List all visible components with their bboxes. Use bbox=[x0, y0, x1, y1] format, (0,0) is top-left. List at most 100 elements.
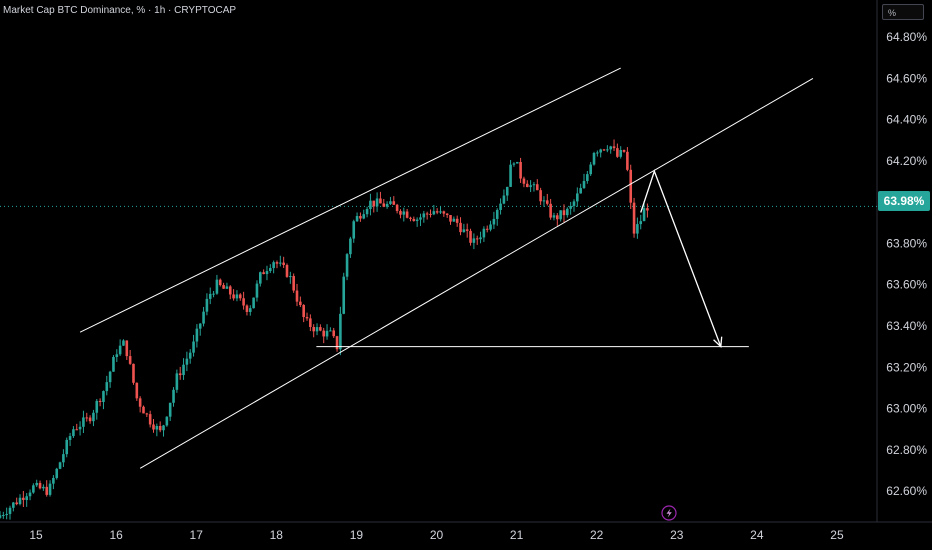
x-tick-label: 22 bbox=[590, 528, 604, 542]
candle bbox=[152, 419, 155, 433]
candle bbox=[302, 304, 305, 323]
candle bbox=[0, 511, 2, 519]
candles-group bbox=[0, 139, 649, 520]
candle bbox=[182, 358, 185, 380]
candle bbox=[509, 159, 512, 187]
candle bbox=[122, 339, 125, 346]
candle bbox=[616, 143, 619, 158]
projection-path[interactable] bbox=[640, 169, 722, 347]
candle bbox=[475, 235, 479, 245]
candle bbox=[205, 293, 209, 316]
candle bbox=[78, 421, 82, 436]
chart-title: Market Cap BTC Dominance, % · 1h · CRYPT… bbox=[3, 5, 237, 16]
candle bbox=[8, 505, 12, 520]
candle bbox=[542, 196, 546, 207]
candle bbox=[405, 208, 409, 219]
candle bbox=[178, 366, 182, 380]
candle bbox=[228, 285, 232, 300]
candle bbox=[2, 511, 5, 519]
x-tick-label: 23 bbox=[670, 528, 684, 542]
candle bbox=[559, 210, 562, 222]
candle bbox=[248, 305, 252, 316]
candle bbox=[325, 324, 329, 340]
candle bbox=[289, 271, 292, 284]
candle bbox=[639, 214, 643, 230]
candle bbox=[646, 203, 649, 218]
x-tick-label: 25 bbox=[830, 528, 844, 542]
candle bbox=[202, 306, 205, 327]
candle bbox=[519, 157, 522, 183]
price-axis[interactable]: 62.60% 62.80% 63.00% 63.20% 63.40% 63.60% 63.8… bbox=[886, 30, 927, 498]
candle bbox=[55, 467, 59, 480]
y-tick-label: 64.40% bbox=[886, 113, 927, 127]
candle bbox=[138, 396, 142, 413]
candle bbox=[108, 370, 112, 388]
candle bbox=[309, 314, 312, 332]
x-tick-label: 24 bbox=[750, 528, 764, 542]
candle bbox=[599, 148, 602, 158]
candle bbox=[162, 424, 165, 437]
candle bbox=[385, 201, 389, 209]
y-tick-label: 62.60% bbox=[886, 484, 927, 498]
candle bbox=[295, 283, 299, 307]
channel-lower-line[interactable] bbox=[139, 77, 814, 469]
time-axis[interactable]: 15 16 17 18 19 20 21 22 23 24 25 bbox=[29, 528, 844, 542]
candle bbox=[495, 208, 499, 226]
candle bbox=[379, 191, 382, 204]
candle bbox=[5, 507, 8, 520]
candle bbox=[72, 426, 75, 438]
x-tick-label: 18 bbox=[270, 528, 284, 542]
candle bbox=[132, 363, 135, 385]
y-tick-label: 63.40% bbox=[886, 319, 927, 333]
y-tick-label: 64.60% bbox=[886, 71, 927, 85]
candle bbox=[235, 290, 239, 302]
candle bbox=[392, 196, 396, 205]
candle bbox=[532, 182, 536, 192]
candle bbox=[606, 145, 609, 153]
arrow-head-icon bbox=[713, 336, 723, 349]
candle bbox=[222, 282, 225, 289]
x-tick-label: 20 bbox=[430, 528, 444, 542]
candle bbox=[505, 186, 509, 201]
candle bbox=[192, 334, 195, 357]
candle bbox=[282, 256, 285, 268]
candle bbox=[265, 265, 269, 281]
candle bbox=[419, 213, 422, 227]
candle bbox=[269, 264, 272, 274]
candle bbox=[612, 139, 616, 152]
candle bbox=[569, 201, 572, 215]
candle bbox=[465, 223, 469, 238]
candle bbox=[35, 479, 39, 488]
lightning-icon[interactable] bbox=[661, 505, 677, 521]
unit-selector[interactable]: % bbox=[882, 4, 924, 20]
candle bbox=[412, 216, 416, 222]
candle bbox=[576, 187, 579, 207]
candle bbox=[432, 204, 436, 216]
candle bbox=[252, 297, 255, 309]
candle bbox=[632, 197, 636, 238]
candle bbox=[365, 206, 369, 218]
candle bbox=[452, 216, 456, 222]
candle bbox=[422, 210, 426, 223]
candle bbox=[556, 213, 559, 226]
candle bbox=[572, 199, 576, 212]
candle bbox=[329, 327, 332, 332]
candle bbox=[479, 231, 482, 244]
candle bbox=[592, 151, 596, 166]
candle bbox=[305, 312, 309, 321]
candle bbox=[315, 323, 319, 336]
candle bbox=[582, 173, 586, 189]
candle bbox=[148, 410, 152, 428]
candle bbox=[185, 351, 189, 372]
candle bbox=[175, 369, 179, 393]
candle bbox=[622, 149, 626, 153]
candle bbox=[28, 489, 32, 501]
candle bbox=[566, 207, 569, 218]
candle bbox=[389, 196, 392, 205]
candle bbox=[155, 423, 159, 437]
y-tick-label: 64.80% bbox=[886, 30, 927, 44]
candle bbox=[322, 327, 326, 344]
channel-upper-line[interactable] bbox=[79, 67, 621, 333]
candle bbox=[275, 260, 279, 269]
